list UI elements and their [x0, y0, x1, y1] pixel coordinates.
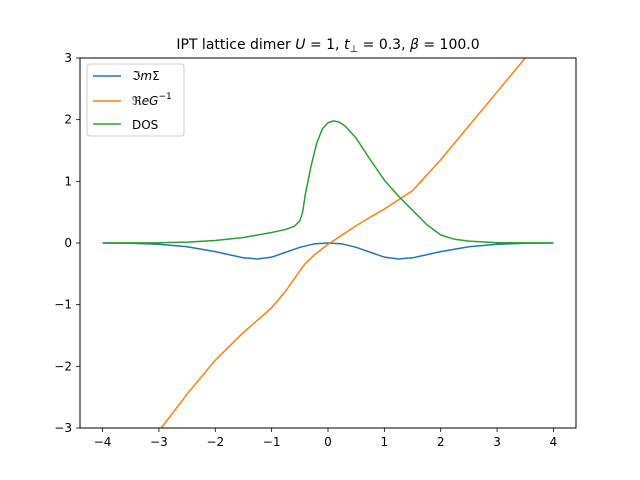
- y-tick-label: 3: [64, 51, 72, 65]
- title-t-symbol: t: [344, 37, 350, 53]
- title-u-value: = 1,: [306, 37, 344, 53]
- title-t-value: = 0.3,: [358, 37, 410, 53]
- legend-imsigma-sigma: Σ: [152, 69, 160, 83]
- legend-reginv-eg: eG: [142, 94, 159, 108]
- y-tick-label: −1: [54, 298, 72, 312]
- title-beta-value: = 100.0: [419, 37, 480, 53]
- x-tick-label: 4: [550, 435, 558, 449]
- y-tick-label: −2: [54, 359, 72, 373]
- legend-imsigma-frak: ℑ: [132, 69, 140, 83]
- x-tick-label: −2: [206, 435, 224, 449]
- series-line-2: [102, 120, 554, 244]
- x-tick-label: 0: [324, 435, 332, 449]
- title-perp-symbol: ⊥: [349, 44, 358, 55]
- series-line-0: [102, 242, 554, 260]
- chart-title: IPT lattice dimer U = 1, t⊥ = 0.3, β = 1…: [176, 37, 479, 55]
- legend-label-reginv: ℜeG−1: [132, 92, 172, 108]
- y-tick-label: 2: [64, 113, 72, 127]
- x-tick-label: −3: [150, 435, 168, 449]
- x-axis: −4 −3 −2 −1 0 1 2 3 4: [94, 428, 558, 449]
- x-tick-label: 2: [437, 435, 445, 449]
- legend-label-imsigma: ℑmΣ: [132, 69, 160, 83]
- y-axis: −3 −2 −1 0 1 2 3: [54, 51, 80, 435]
- legend-label-dos: DOS: [132, 118, 158, 132]
- y-tick-label: 1: [64, 174, 72, 188]
- series-line-1: [160, 58, 526, 428]
- title-u-symbol: U: [295, 37, 305, 53]
- y-tick-label: 0: [64, 236, 72, 250]
- series-layer: [102, 58, 554, 428]
- x-tick-label: 3: [493, 435, 501, 449]
- x-tick-label: −4: [94, 435, 112, 449]
- y-tick-label: −3: [54, 421, 72, 435]
- x-tick-label: −1: [263, 435, 281, 449]
- legend: ℑmΣ ℜeG−1 DOS: [86, 63, 185, 137]
- title-beta-symbol: β: [409, 37, 419, 53]
- legend-reginv-frak: ℜ: [132, 94, 142, 108]
- x-tick-label: 1: [381, 435, 389, 449]
- legend-reginv-exponent: −1: [158, 92, 171, 102]
- legend-box: [86, 63, 185, 137]
- title-prefix: IPT lattice dimer: [176, 37, 295, 53]
- legend-imsigma-m: m: [140, 69, 152, 83]
